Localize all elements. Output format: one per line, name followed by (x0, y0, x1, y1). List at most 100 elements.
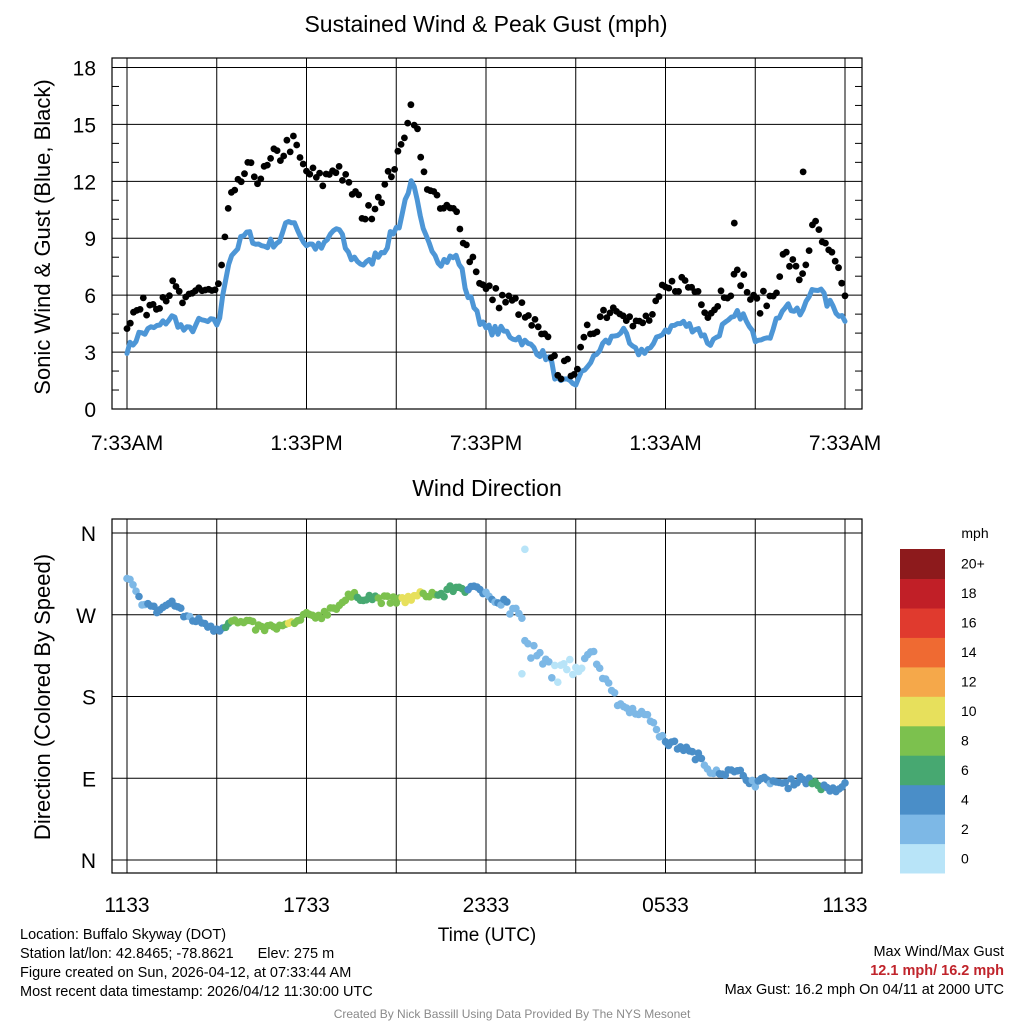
colorbar-title: mph (961, 525, 988, 541)
gust-point (639, 319, 647, 327)
gust-point (286, 148, 294, 156)
direction-tick-label: W (76, 605, 96, 628)
direction-tick-label: S (82, 687, 96, 710)
gust-point (247, 159, 255, 167)
gust-point (397, 141, 405, 148)
gust-point (525, 312, 532, 319)
direction-point (841, 779, 849, 787)
gust-point (544, 333, 552, 341)
direction-point (248, 617, 257, 626)
x-tick-label-utc: 2333 (463, 894, 510, 917)
direction-point (545, 658, 553, 666)
y-tick-label: 9 (84, 228, 96, 251)
gust-point (619, 312, 627, 320)
gust-point (528, 322, 536, 329)
chart-title-wind: Sustained Wind & Peak Gust (mph) (304, 11, 667, 37)
direction-point (643, 710, 652, 719)
colorbar-swatch (900, 755, 945, 786)
gust-point (574, 365, 581, 373)
gust-point (740, 271, 748, 278)
direction-point (518, 614, 526, 622)
gust-point (309, 164, 317, 172)
gust-point (828, 248, 836, 256)
colorbar-swatch (900, 607, 945, 638)
gust-point (231, 186, 239, 194)
gust-point (737, 282, 744, 290)
gust-point (649, 311, 656, 318)
gust-point (805, 247, 813, 255)
gust-point (299, 160, 307, 168)
wind-plot-frame (111, 57, 863, 410)
direction-point (536, 648, 544, 657)
gust-point (518, 299, 526, 306)
colorbar-swatch (900, 814, 945, 845)
gust-point (391, 166, 398, 173)
gust-point (401, 134, 408, 142)
gust-point (149, 301, 157, 308)
gust-point (126, 319, 134, 327)
colorbar-swatch (900, 725, 945, 756)
direction-point (589, 647, 598, 656)
gust-point (290, 132, 297, 140)
direction-point (649, 718, 658, 727)
gust-point (498, 291, 506, 299)
gust-point (215, 280, 222, 288)
gust-point (600, 306, 607, 314)
direction-point (177, 604, 185, 612)
max-info: Max Wind/Max Gust 12.1 mph/ 16.2 mph Max… (725, 943, 1004, 1000)
direction-point (604, 679, 613, 687)
gust-point (381, 181, 389, 188)
x-tick-label: 1:33AM (629, 432, 701, 455)
gust-point (414, 125, 421, 133)
gust-point (551, 352, 558, 360)
gust-point (776, 273, 784, 280)
gust-point (456, 225, 464, 233)
gust-point (162, 297, 170, 305)
gust-point (786, 262, 793, 270)
y-tick-label: 18 (73, 57, 96, 80)
colorbar-swatch (900, 843, 945, 874)
gust-point (136, 306, 144, 313)
direction-point (748, 776, 757, 785)
gust-point (293, 141, 301, 149)
direction-point (563, 665, 571, 674)
direction-point (566, 655, 574, 664)
station-info: Location: Buffalo Skyway (DOT) Station l… (20, 926, 373, 1002)
direction-tick-label: N (81, 523, 96, 546)
gust-point (822, 239, 829, 247)
gust-point (241, 170, 248, 178)
gust-point (306, 170, 314, 178)
direction-point (691, 755, 700, 764)
gust-point (714, 303, 722, 310)
colorbar-label: 16 (961, 615, 977, 631)
gust-point (342, 171, 350, 178)
colorbar-label: 2 (961, 821, 969, 837)
gust-point (835, 264, 842, 272)
gust-point (273, 147, 281, 155)
gust-point (743, 288, 751, 296)
y-tick-label: 0 (84, 399, 96, 422)
gust-point (250, 173, 258, 181)
gust-point (668, 277, 676, 285)
gust-point (773, 289, 780, 297)
gust-point (665, 284, 673, 292)
gust-point (335, 163, 343, 170)
gust-point (812, 217, 819, 225)
direction-point (383, 592, 392, 600)
gust-point (531, 316, 539, 323)
elevation-text: Elev: 275 m (257, 946, 335, 962)
direction-point (751, 783, 760, 791)
colorbar-label: 0 (961, 850, 969, 866)
direction-point (150, 602, 158, 611)
colorbar-label: 12 (961, 674, 977, 690)
gust-point (339, 177, 346, 184)
gust-point (760, 287, 767, 295)
gust-point (211, 286, 219, 294)
direction-point (521, 545, 529, 554)
direction-tick-label: N (81, 850, 96, 873)
x-axis-label-time: Time (UTC) (438, 925, 537, 946)
gust-point (361, 215, 369, 223)
direction-point (554, 678, 562, 686)
direction-point (527, 654, 535, 662)
